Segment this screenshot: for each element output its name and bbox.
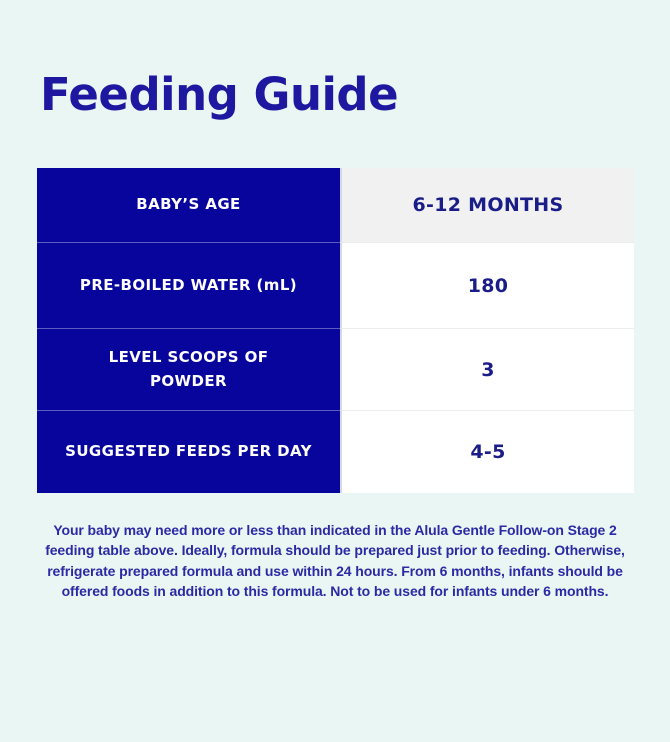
feeding-guide-page: { "title": "Feeding Guide", "table": { "… <box>0 72 670 742</box>
table-value-cell: 4-5 <box>340 411 634 493</box>
table-label-cell: PRE-BOILED WATER (mL) <box>37 243 340 329</box>
footnote-text: Your baby may need more or less than ind… <box>45 522 625 599</box>
table-label-cell: BABY’S AGE <box>37 168 340 243</box>
feeding-guide-table: BABY’S AGE 6-12 MONTHS PRE-BOILED WATER … <box>37 168 634 493</box>
table-value-cell: 6-12 MONTHS <box>340 168 634 243</box>
table-label-cell: LEVEL SCOOPS OF POWDER <box>37 329 340 411</box>
table-value-cell: 180 <box>340 243 634 329</box>
table-label-cell: SUGGESTED FEEDS PER DAY <box>37 411 340 493</box>
table-value-cell: 3 <box>340 329 634 411</box>
page-title: Feeding Guide <box>40 68 399 121</box>
